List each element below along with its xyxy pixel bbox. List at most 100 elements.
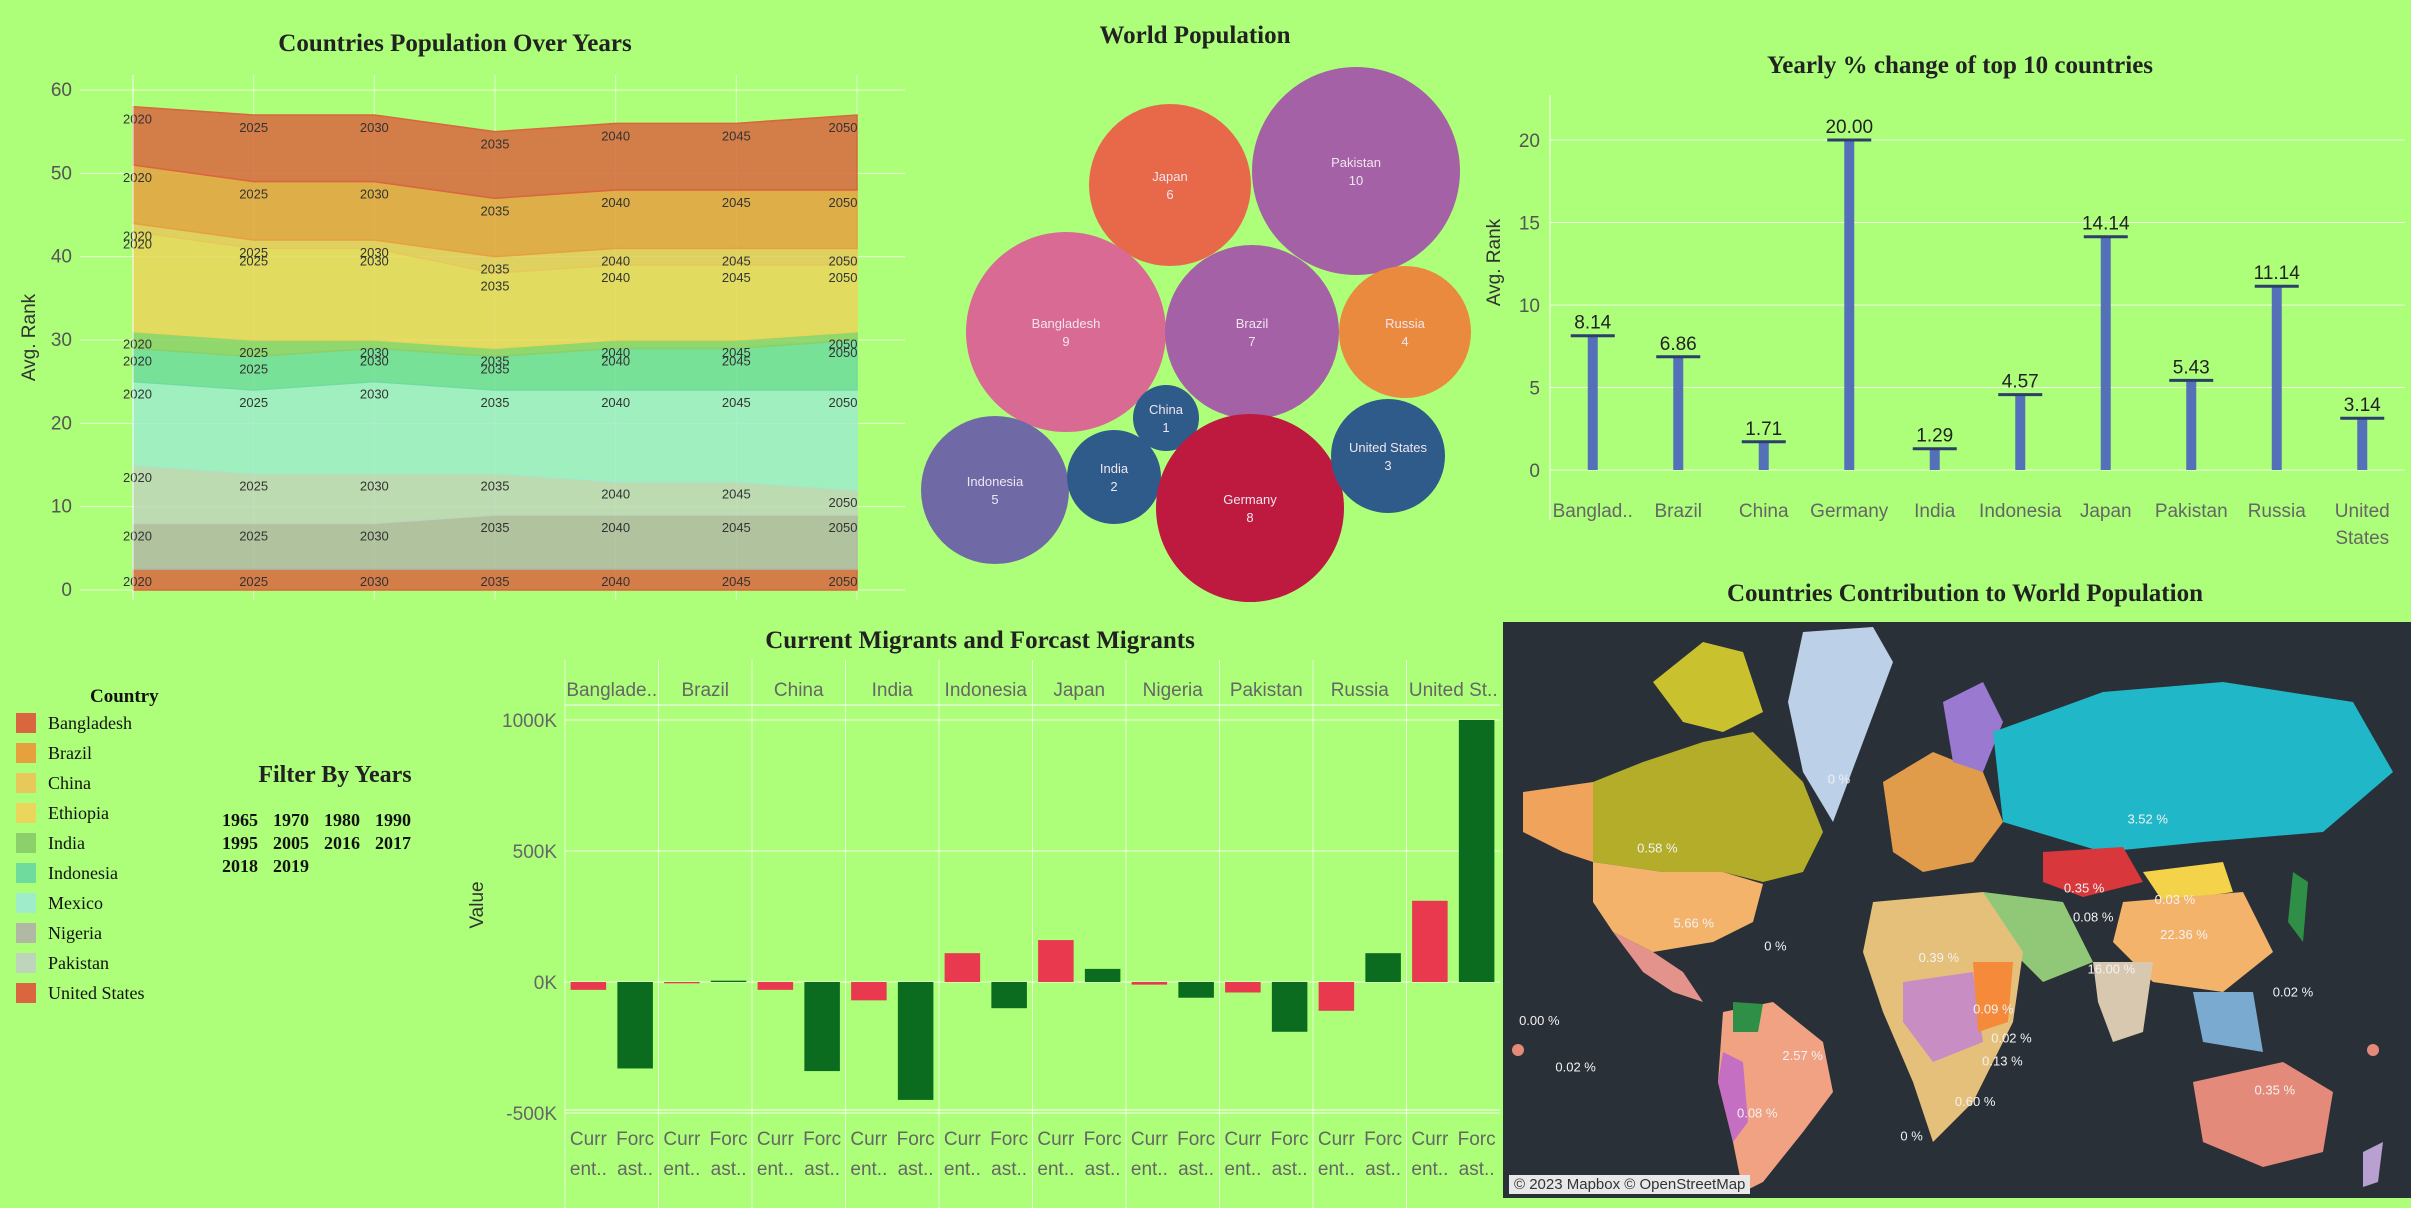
migrants-current-bar[interactable] (1318, 982, 1355, 1011)
legend-item[interactable]: India (16, 828, 206, 858)
area-year-label: 2050 (829, 270, 858, 285)
bubble-brazil[interactable] (1165, 245, 1339, 419)
migrants-current-bar[interactable] (1131, 982, 1168, 985)
map-percent-label: 0.03 % (2155, 892, 2196, 907)
migrants-chart-title: Current Migrants and Forcast Migrants (765, 627, 1195, 654)
world-map[interactable]: 0 % 0.58 % 5.66 % 3.52 % 0.35 % 0.03 % 22.36 %… (1503, 622, 2411, 1198)
map-percent-label: 0.09 % (1973, 1002, 2014, 1017)
bubble-value-label: 2 (1110, 479, 1117, 494)
migrants-current-bar[interactable] (757, 982, 794, 990)
area-year-label: 2020 (123, 470, 152, 485)
legend-item[interactable]: China (16, 768, 206, 798)
year-option-2005[interactable]: 2005 (273, 833, 309, 853)
migrants-current-bar[interactable] (944, 953, 981, 982)
bar-ytick-label: 20 (1519, 131, 1540, 152)
year-option-2016[interactable]: 2016 (324, 833, 360, 853)
year-option-2017[interactable]: 2017 (375, 833, 411, 853)
se-asia-shape (2193, 992, 2263, 1052)
bubble-china[interactable] (1133, 385, 1199, 451)
migrants-current-bar[interactable] (851, 982, 887, 1001)
bubble-indonesia[interactable] (921, 416, 1069, 564)
legend-item[interactable]: Pakistan (16, 948, 206, 978)
migrants-current-bar[interactable] (1038, 940, 1074, 982)
migrants-forecast-bar[interactable] (991, 982, 1027, 1009)
area-ytick-label: 30 (51, 330, 72, 351)
bar-7[interactable] (2186, 380, 2197, 470)
legend-item[interactable]: United States (16, 978, 206, 1008)
canada-shape (1593, 732, 1823, 882)
bar-9[interactable] (2357, 418, 2368, 470)
bar-category-label: Germany (1810, 501, 1889, 522)
legend-swatch (16, 983, 36, 1003)
year-option-1990[interactable]: 1990 (375, 810, 411, 830)
migrants-sub-label: Forc (1364, 1129, 1402, 1150)
year-option-2019[interactable]: 2019 (273, 856, 309, 876)
map-credit[interactable]: © 2023 Mapbox © OpenStreetMap (1509, 1175, 1751, 1194)
area-band-united-states[interactable] (132, 105, 858, 200)
usa-shape (1593, 862, 1763, 952)
area-year-label: 2035 (481, 395, 510, 410)
area-chart-title: Countries Population Over Years (278, 30, 632, 57)
migrants-forecast-bar[interactable] (804, 982, 840, 1072)
migrants-current-bar[interactable] (1225, 982, 1261, 993)
bar-3[interactable] (1844, 140, 1855, 470)
migrants-sub-label: ent.. (1037, 1159, 1074, 1180)
year-option-1980[interactable]: 1980 (324, 810, 360, 830)
area-year-label: 2040 (601, 345, 630, 360)
bubble-name-label: China (1149, 402, 1184, 417)
bar-5[interactable] (2015, 394, 2026, 470)
migrants-forecast-bar[interactable] (1178, 982, 1214, 998)
year-option-1970[interactable]: 1970 (273, 810, 309, 830)
migrants-forecast-bar[interactable] (617, 982, 653, 1069)
migrants-sub-label: ent.. (663, 1159, 700, 1180)
bubble-value-label: 6 (1166, 187, 1173, 202)
bubble-japan[interactable] (1089, 104, 1251, 266)
mongolia-shape (2143, 862, 2233, 902)
migrants-forecast-bar[interactable] (1365, 953, 1401, 982)
bubble-germany[interactable] (1156, 414, 1344, 602)
migrants-sub-label: ast.. (1459, 1159, 1495, 1180)
bubble-russia[interactable] (1339, 266, 1471, 398)
bar-1[interactable] (1673, 356, 1684, 470)
migrants-forecast-bar[interactable] (710, 980, 747, 982)
area-ytick-label: 40 (51, 247, 72, 268)
migrants-current-bar[interactable] (570, 982, 607, 990)
area-year-label: 2050 (829, 253, 858, 268)
legend-item[interactable]: Brazil (16, 738, 206, 768)
migrants-forecast-bar[interactable] (1458, 720, 1495, 982)
year-option-1965[interactable]: 1965 (222, 810, 258, 830)
bubble-bangladesh[interactable] (966, 232, 1166, 432)
area-year-label: 2025 (239, 478, 268, 493)
bar-8[interactable] (2271, 286, 2282, 470)
bubble-united-states[interactable] (1331, 399, 1445, 513)
area-year-label: 2040 (601, 574, 630, 589)
bubble-india[interactable] (1067, 430, 1161, 524)
bar-2[interactable] (1758, 441, 1769, 470)
area-year-label: 2040 (601, 270, 630, 285)
migrants-current-bar[interactable] (1412, 900, 1448, 982)
legend-item[interactable]: Mexico (16, 888, 206, 918)
year-option-2018[interactable]: 2018 (222, 856, 258, 876)
migrants-forecast-bar[interactable] (897, 982, 934, 1100)
map-percent-label: 16.00 % (2088, 961, 2136, 976)
year-option-1995[interactable]: 1995 (222, 833, 258, 853)
bar-4[interactable] (1929, 448, 1940, 470)
legend-item[interactable]: Indonesia (16, 858, 206, 888)
legend-item[interactable]: Ethiopia (16, 798, 206, 828)
bar-category-label: Banglad.. (1553, 501, 1633, 522)
map-canvas[interactable]: 0 % 0.58 % 5.66 % 3.52 % 0.35 % 0.03 % 22.36 %… (1503, 622, 2411, 1198)
legend-item[interactable]: Nigeria (16, 918, 206, 948)
migrants-ylabel: Value (467, 881, 488, 928)
bar-ytick-label: 0 (1529, 461, 1540, 482)
bar-0[interactable] (1587, 335, 1598, 470)
bar-value-label: 5.43 (2173, 357, 2210, 378)
legend-item[interactable]: Bangladesh (16, 708, 206, 738)
bubble-pakistan[interactable] (1252, 67, 1460, 275)
migrants-current-bar[interactable] (664, 982, 700, 984)
migrants-forecast-bar[interactable] (1084, 968, 1121, 982)
area-year-label: 2040 (601, 487, 630, 502)
migrants-sub-label: ast.. (804, 1159, 840, 1180)
bar-6[interactable] (2100, 236, 2111, 470)
migrants-forecast-bar[interactable] (1271, 982, 1308, 1032)
migrants-sub-label: Forc (897, 1129, 935, 1150)
